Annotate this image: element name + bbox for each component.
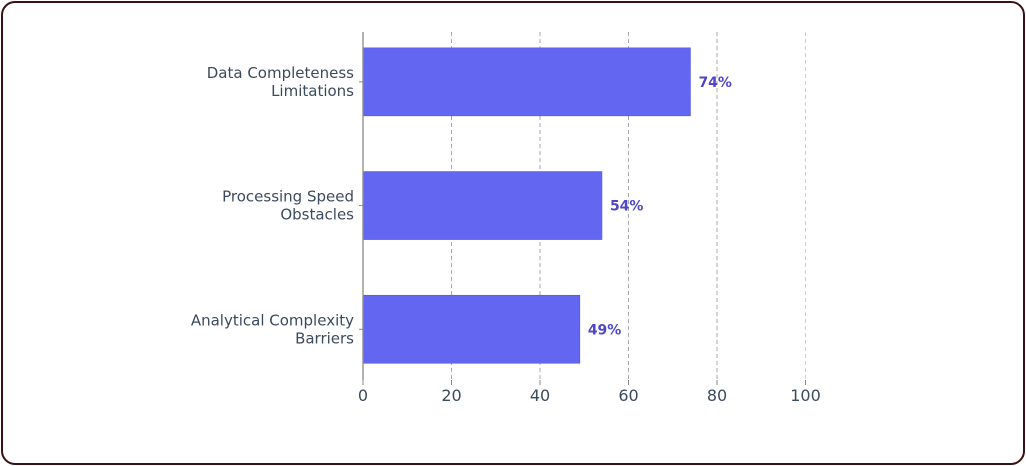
x-tick-label-100: 100 — [790, 386, 821, 405]
labels: 0 20 40 60 80 100 Data Completeness Limitations… — [191, 64, 821, 405]
category-label-0: Data Completeness Limitations — [207, 64, 354, 100]
bar-2 — [362, 294, 581, 364]
bar-1 — [362, 171, 603, 240]
data-label-2: 49% — [588, 322, 622, 338]
bar-0 — [362, 47, 691, 117]
axes — [359, 32, 806, 385]
data-label-1: 54% — [610, 199, 644, 215]
bars — [362, 47, 691, 364]
data-label-0: 74% — [698, 75, 732, 91]
category-label-1: Processing Speed Obstacles — [222, 188, 354, 224]
x-tick-label-80: 80 — [707, 386, 727, 405]
category-label-2: Analytical Complexity Barriers — [191, 311, 354, 347]
x-tick-label-60: 60 — [618, 386, 638, 405]
x-tick-label-20: 20 — [441, 386, 461, 405]
x-tick-label-0: 0 — [358, 386, 368, 405]
x-tick-label-40: 40 — [530, 386, 550, 405]
